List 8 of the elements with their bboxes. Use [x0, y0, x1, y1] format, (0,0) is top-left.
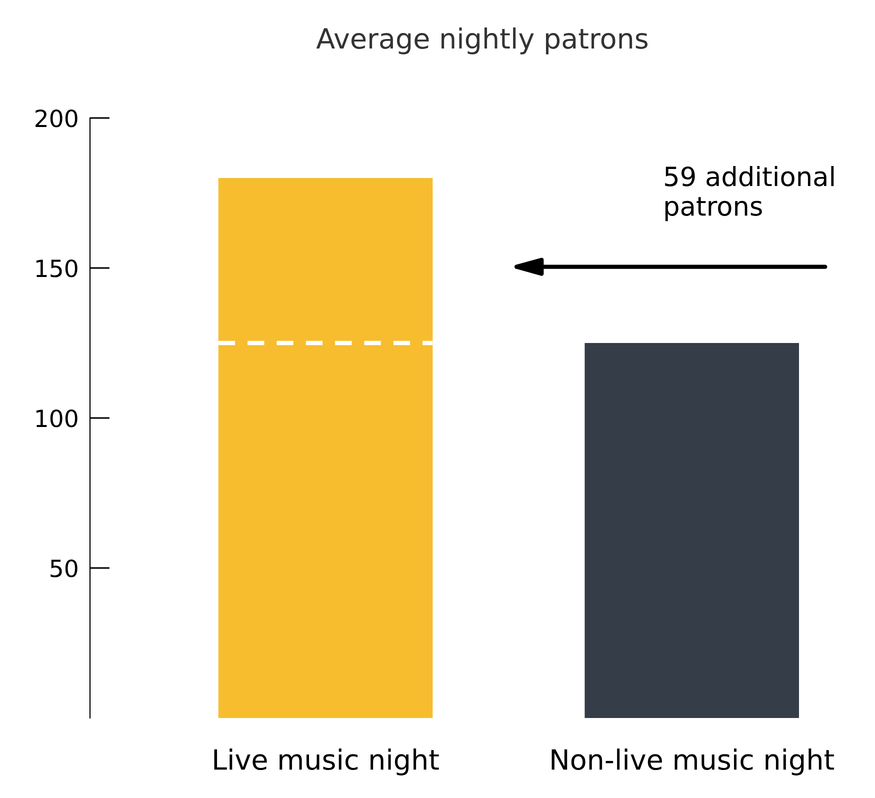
x-tick-label: Non-live music night [552, 748, 834, 776]
annotation: 59 additional patrons [665, 166, 834, 222]
y-tick-label: 200 [36, 109, 78, 128]
y-tick-label: 100 [36, 409, 78, 428]
y-tick-label: 50 [50, 559, 78, 578]
x-tick-label: Live music night [214, 748, 439, 776]
chart-title: Average nightly patrons [316, 27, 648, 54]
y-tick-label: 150 [36, 259, 78, 278]
